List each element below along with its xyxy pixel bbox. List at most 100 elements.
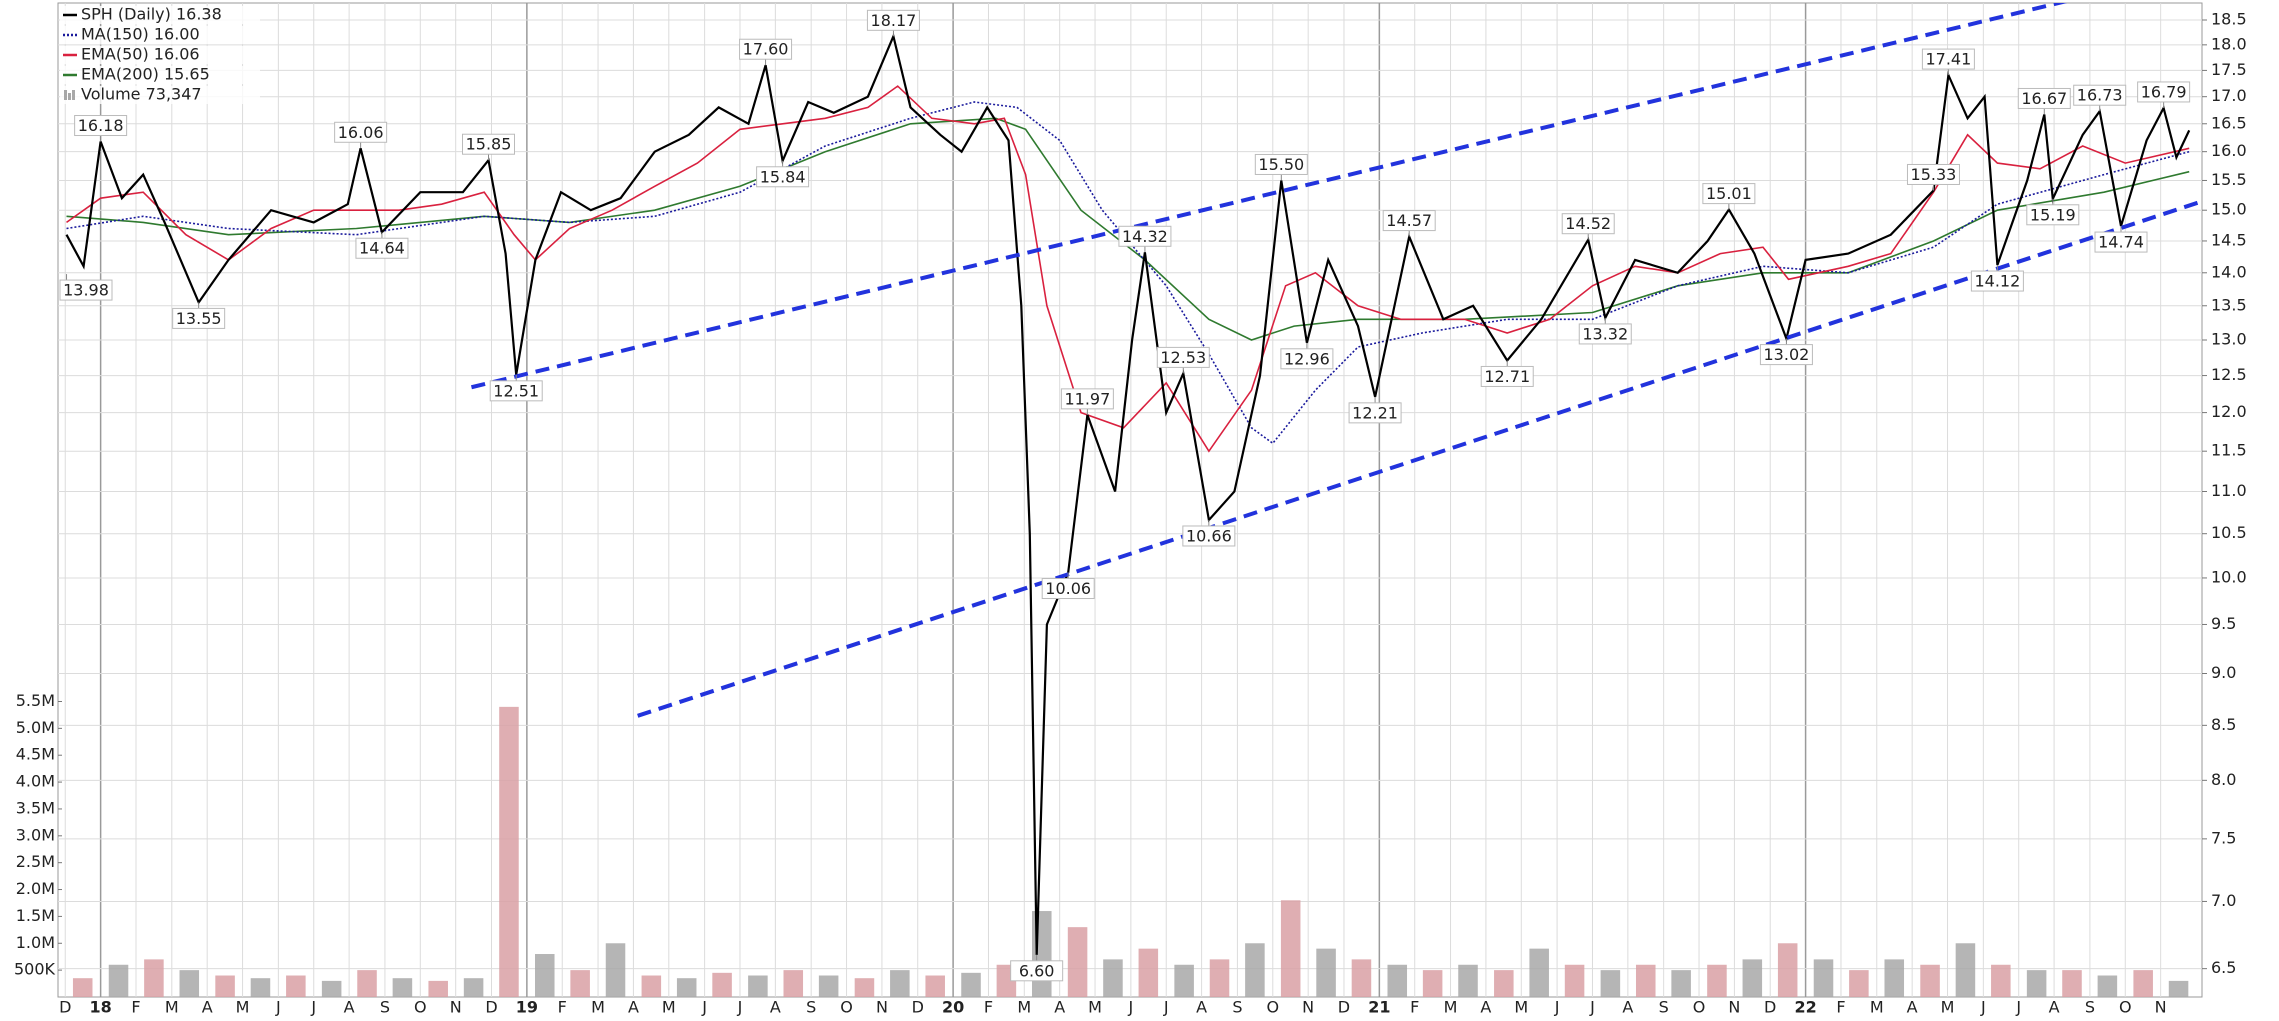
price-annotation: 16.79 bbox=[2137, 81, 2191, 108]
annotation-label: 13.55 bbox=[176, 309, 222, 328]
annotation-label: 15.33 bbox=[1911, 165, 1957, 184]
annotation-box bbox=[1156, 346, 1210, 368]
volume-tick-label: 3.5M bbox=[16, 798, 55, 817]
annotation-box bbox=[1010, 960, 1064, 982]
volume-bar bbox=[1564, 964, 1585, 997]
volume-bar bbox=[961, 972, 981, 997]
y-tick-label: 17.0 bbox=[2211, 86, 2247, 105]
x-tick-label: J bbox=[275, 998, 281, 1017]
volume-bar bbox=[1316, 948, 1336, 997]
x-tick-label: M bbox=[1444, 998, 1458, 1017]
price-annotation: 12.53 bbox=[1156, 346, 1210, 374]
x-tick-label: A bbox=[1196, 998, 1207, 1017]
price-annotation: 15.84 bbox=[756, 160, 810, 188]
annotation-box bbox=[1041, 578, 1095, 600]
x-tick-label: M bbox=[662, 998, 676, 1017]
x-tick-label: D bbox=[59, 998, 71, 1017]
price-annotation: 14.64 bbox=[355, 232, 409, 259]
x-tick-label: J bbox=[1589, 998, 1595, 1017]
volume-bar bbox=[1742, 959, 1763, 997]
price-annotation: 13.55 bbox=[172, 302, 226, 329]
x-tick-label: O bbox=[2119, 998, 2132, 1017]
annotation-label: 12.53 bbox=[1160, 348, 1206, 367]
annotation-label: 15.01 bbox=[1706, 184, 1752, 203]
legend-swatch bbox=[68, 93, 71, 100]
price-annotation: 14.52 bbox=[1561, 213, 1615, 240]
annotation-box bbox=[2094, 231, 2148, 253]
y-tick-label: 13.0 bbox=[2211, 329, 2247, 348]
price-annotation: 15.33 bbox=[1906, 163, 1960, 191]
x-tick-label: S bbox=[2085, 998, 2095, 1017]
volume-bar bbox=[250, 978, 271, 997]
price-annotation: 11.97 bbox=[1060, 388, 1114, 415]
volume-bar bbox=[215, 975, 235, 997]
volume-bar bbox=[144, 959, 164, 997]
annotation-label: 6.60 bbox=[1019, 961, 1055, 980]
volume-bar bbox=[1707, 964, 1727, 997]
volume-tick-label: 5.0M bbox=[16, 718, 55, 737]
x-tick-label: O bbox=[1693, 998, 1706, 1017]
annotation-box bbox=[334, 121, 388, 143]
y-tick-label: 6.5 bbox=[2211, 958, 2236, 977]
x-tick-label: D bbox=[485, 998, 497, 1017]
volume-bar bbox=[286, 975, 306, 997]
legend-backdrop bbox=[60, 66, 260, 84]
volume-bar bbox=[1387, 964, 1408, 997]
annotation-box bbox=[1906, 163, 1960, 185]
x-tick-label: J bbox=[1127, 998, 1133, 1017]
price-line bbox=[65, 32, 2191, 955]
x-tick-label: A bbox=[2049, 998, 2060, 1017]
x-tick-label: 22 bbox=[1794, 998, 1816, 1017]
annotation-label: 13.98 bbox=[63, 281, 109, 300]
annotation-box bbox=[1060, 388, 1114, 410]
volume-tick-label: 1.0M bbox=[16, 933, 55, 952]
volume-bar bbox=[357, 970, 377, 997]
annotation-label: 14.12 bbox=[1974, 272, 2020, 291]
volume-bar bbox=[72, 978, 93, 997]
x-tick-label: F bbox=[1410, 998, 1419, 1017]
price-annotation: 12.71 bbox=[1480, 360, 1534, 387]
volume-bar bbox=[1067, 927, 1088, 997]
annotation-box bbox=[2026, 204, 2080, 226]
x-tick-label: M bbox=[1941, 998, 1955, 1017]
volume-bar bbox=[2026, 970, 2047, 997]
annotation-label: 16.67 bbox=[2021, 89, 2067, 108]
legend-backdrop bbox=[60, 86, 260, 104]
volume-bar bbox=[392, 978, 413, 997]
annotation-label: 12.21 bbox=[1352, 403, 1398, 422]
x-tick-label: S bbox=[380, 998, 390, 1017]
volume-bar bbox=[428, 980, 448, 997]
annotation-box bbox=[1480, 365, 1534, 387]
volume-tick-label: 4.0M bbox=[16, 772, 55, 791]
volume-bar bbox=[535, 954, 555, 997]
legend-backdrop bbox=[60, 26, 260, 44]
volume-bar bbox=[605, 943, 626, 997]
annotation-label: 18.17 bbox=[871, 11, 917, 30]
x-tick-label: M bbox=[165, 998, 179, 1017]
volume-bar bbox=[2097, 975, 2118, 997]
annotation-box bbox=[756, 166, 810, 188]
volume-tick-label: 1.5M bbox=[16, 906, 55, 925]
volume-tick-label: 4.5M bbox=[16, 745, 55, 764]
annotation-label: 14.52 bbox=[1565, 214, 1611, 233]
y-tick-label: 11.5 bbox=[2211, 441, 2247, 460]
annotation-label: 13.32 bbox=[1582, 324, 1628, 343]
volume-bar bbox=[676, 978, 697, 997]
x-tick-label: J bbox=[310, 998, 316, 1017]
y-tick-label: 17.5 bbox=[2211, 60, 2247, 79]
annotation-label: 14.64 bbox=[359, 239, 405, 258]
volume-bar bbox=[1494, 970, 1514, 997]
volume-bar bbox=[1458, 964, 1478, 997]
annotation-label: 14.32 bbox=[1122, 227, 1168, 246]
legend-backdrop bbox=[60, 46, 260, 64]
volume-bar bbox=[1031, 911, 1052, 997]
volume-bar bbox=[1920, 964, 1940, 997]
volume-bar bbox=[1671, 970, 1691, 997]
trend-line bbox=[637, 199, 2202, 718]
x-tick-label: F bbox=[131, 998, 140, 1017]
volume-bar bbox=[1138, 948, 1159, 997]
volume-bar bbox=[1991, 964, 2011, 997]
volume-bar bbox=[1529, 948, 1549, 997]
